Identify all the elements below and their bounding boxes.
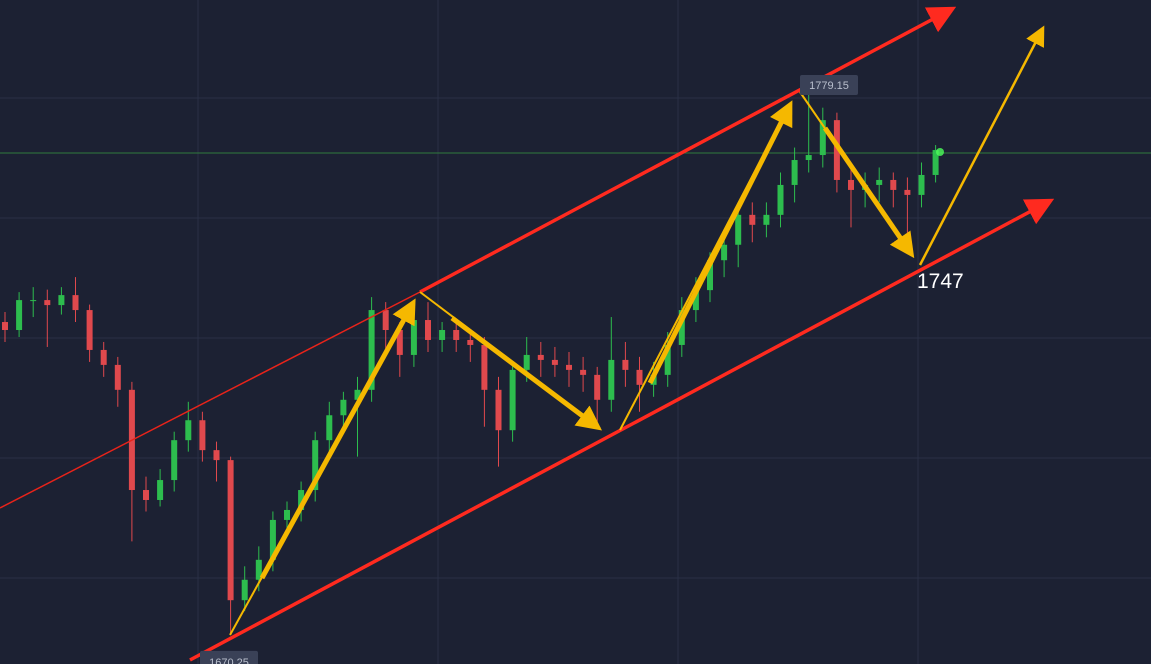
candle-body: [636, 369, 643, 385]
candle-body: [721, 244, 728, 261]
candle-body: [876, 179, 883, 185]
candle-body: [904, 189, 911, 195]
candle-body: [312, 440, 319, 491]
candle-body: [44, 300, 51, 306]
candle-body: [791, 160, 798, 185]
candle-body: [777, 184, 784, 215]
candle-body: [692, 290, 699, 311]
candle-body: [86, 310, 93, 350]
arrow: [647, 100, 793, 385]
candle-body: [284, 509, 290, 520]
candle-body: [537, 354, 544, 360]
candle-body: [213, 450, 220, 461]
candle-body: [396, 330, 403, 355]
candle-body: [72, 295, 79, 311]
candle-body: [143, 490, 149, 500]
candle-body: [269, 519, 276, 560]
candle-body: [495, 389, 502, 431]
candle-body: [608, 359, 615, 400]
candle-body: [58, 295, 65, 306]
candle-body: [678, 310, 685, 345]
arrow: [822, 126, 915, 259]
candle-body: [185, 420, 192, 441]
arrow: [259, 298, 416, 580]
arrow: [918, 25, 1045, 266]
candle-body: [157, 480, 164, 500]
candle-body: [664, 344, 671, 375]
candle-body: [326, 415, 333, 441]
channel: [0, 6, 1055, 662]
candle-body: [707, 260, 713, 291]
arrow: [450, 316, 602, 431]
candle-body: [551, 359, 558, 365]
candle-body: [439, 330, 446, 340]
target-label: 1747: [917, 270, 964, 293]
price-tag-bg: [800, 74, 858, 95]
candle-body: [100, 349, 107, 365]
candle-body: [580, 369, 587, 375]
candle-body: [833, 120, 840, 180]
current-dot: [936, 148, 944, 156]
candle-body: [354, 389, 361, 400]
candle-body: [298, 490, 305, 510]
candle-body: [114, 364, 121, 390]
candle-body: [227, 460, 234, 601]
candle-body: [199, 420, 206, 451]
channel-upper: [419, 6, 957, 294]
candle-body: [425, 320, 431, 340]
candle-body: [848, 179, 854, 190]
candle-body: [255, 559, 262, 580]
candle-body: [749, 214, 756, 225]
channel-upper-thin: [0, 291, 421, 509]
price-tag-bg: [200, 650, 258, 664]
candle-body: [932, 150, 939, 175]
candle-body: [382, 310, 389, 331]
candle-body: [805, 155, 812, 161]
candle-body: [453, 330, 460, 340]
candle-body: [368, 310, 375, 390]
candle-body: [509, 369, 516, 431]
candle-body: [30, 300, 37, 302]
candle-body: [467, 339, 474, 345]
price-tag: 1670.25: [209, 657, 249, 664]
candle-body: [890, 179, 897, 190]
candle-body: [763, 214, 770, 225]
channel-lower: [189, 198, 1055, 662]
candle-body: [566, 364, 572, 370]
candle-body: [241, 579, 248, 601]
candle-body: [622, 359, 629, 370]
candle-body: [735, 214, 742, 245]
candle-body: [171, 440, 178, 481]
labels: 1779.15 1670.25 1747: [200, 74, 964, 664]
candle-body: [410, 320, 417, 355]
candle-body: [594, 374, 601, 400]
candle-body: [481, 344, 488, 390]
candle-body: [2, 322, 8, 331]
candle-body: [918, 174, 925, 195]
candle-body: [819, 120, 826, 156]
arrows: [229, 25, 1045, 636]
candle-body: [16, 300, 23, 331]
candle-body: [523, 354, 530, 370]
price-tag: 1779.15: [809, 80, 849, 92]
candle-body: [340, 399, 347, 416]
